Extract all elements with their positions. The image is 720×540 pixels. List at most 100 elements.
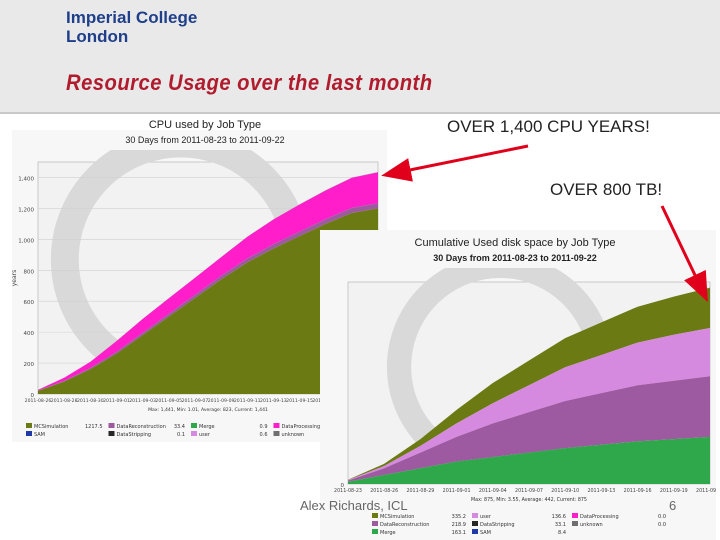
cpu-legend-value: 0.9 bbox=[260, 424, 268, 430]
cpu-legend-swatch bbox=[273, 431, 280, 436]
disk-legend-swatch bbox=[572, 513, 578, 518]
disk-x-tick-label: 2011-09-04 bbox=[479, 488, 507, 494]
cpu-x-tick-label: 2011-09-15 bbox=[286, 398, 313, 404]
disk-legend-value: 8.4 bbox=[558, 530, 566, 536]
cpu-y-tick-label: 400 bbox=[24, 331, 35, 337]
disk-legend-value: 218.9 bbox=[452, 522, 466, 528]
disk-x-tick-label: 2011-09-01 bbox=[443, 488, 471, 494]
disk-x-tick-label: 2011-09-07 bbox=[515, 488, 543, 494]
disk-legend-swatch bbox=[372, 521, 378, 526]
cpu-legend-value: 33.4 bbox=[174, 424, 185, 430]
cpu-y-tick-label: 1,400 bbox=[18, 176, 34, 182]
disk-legend-label: DataStripping bbox=[480, 522, 515, 528]
cpu-y-tick-label: 1,000 bbox=[18, 238, 34, 244]
disk-x-tick-label: 2011-09-13 bbox=[587, 488, 615, 494]
disk-chart-title: Cumulative Used disk space by Job Type bbox=[414, 237, 616, 249]
cpu-legend-label: unknown bbox=[282, 432, 305, 438]
cpu-x-tick-label: 2011-09-09 bbox=[208, 398, 235, 404]
disk-legend-swatch bbox=[472, 513, 478, 518]
cpu-legend-swatch bbox=[108, 423, 115, 428]
disk-legend-swatch bbox=[572, 521, 578, 526]
logo-line1: Imperial College bbox=[66, 8, 198, 27]
logo-line2: London bbox=[66, 27, 129, 46]
disk-legend-swatch bbox=[472, 529, 478, 534]
disk-arrow bbox=[660, 205, 708, 303]
cpu-legend-value: 1217.5 bbox=[85, 424, 103, 430]
disk-legend-value: 0.0 bbox=[658, 514, 666, 520]
cpu-legend-label: MCSimulation bbox=[34, 424, 68, 430]
cpu-x-tick-label: 2011-08-28 bbox=[51, 398, 78, 404]
cpu-y-tick-label: 200 bbox=[24, 362, 35, 368]
disk-legend-label: MCSimulation bbox=[380, 514, 414, 520]
disk-legend-value: 163.1 bbox=[452, 530, 466, 536]
disk-legend-label: Merge bbox=[380, 530, 396, 536]
cpu-legend-label: SAM bbox=[34, 432, 45, 438]
disk-area-merge bbox=[348, 436, 710, 484]
disk-legend-label: unknown bbox=[580, 522, 603, 528]
disk-area-datareconstruction bbox=[348, 376, 710, 482]
disk-legend-value: 33.1 bbox=[555, 522, 566, 528]
cpu-arrow bbox=[381, 144, 529, 182]
disk-legend-label: user bbox=[480, 514, 492, 520]
cpu-x-tick-label: 2011-08-30 bbox=[77, 398, 104, 404]
cpu-callout: OVER 1,400 CPU YEARS! bbox=[447, 117, 650, 136]
cpu-x-tick-label: 2011-09-07 bbox=[182, 398, 209, 404]
cpu-y-tick-label: 800 bbox=[24, 269, 35, 275]
disk-legend-value: 0.0 bbox=[658, 522, 666, 528]
cpu-legend-value: 0.1 bbox=[177, 432, 185, 438]
cpu-legend-swatch bbox=[191, 431, 197, 436]
cpu-x-tick-label: 2011-09-03 bbox=[129, 398, 156, 404]
cpu-y-axis-label: years bbox=[12, 270, 18, 287]
cpu-x-tick-label: 2011-09-13 bbox=[260, 398, 287, 404]
cpu-legend-label: DataReconstruction bbox=[117, 424, 166, 430]
disk-legend-label: DataProcessing bbox=[580, 514, 619, 520]
cpu-x-tick-label: 2011-08-26 bbox=[25, 398, 52, 404]
disk-legend-label: DataReconstruction bbox=[380, 522, 429, 528]
disk-area-mcsimulation bbox=[348, 287, 710, 481]
cpu-x-tick-label: 2011-09-05 bbox=[155, 398, 182, 404]
disk-callout: OVER 800 TB! bbox=[550, 180, 663, 199]
cpu-chart-title: CPU used by Job Type bbox=[148, 119, 262, 131]
disk-legend-value: 136.6 bbox=[552, 514, 566, 520]
disk-legend-label: SAM bbox=[480, 530, 491, 536]
cpu-legend-label: DataStripping bbox=[117, 432, 152, 438]
disk-x-tick-label: 2011-09-10 bbox=[551, 488, 579, 494]
cpu-legend-label: user bbox=[199, 432, 211, 438]
disk-x-tick-label: 2011-09-19 bbox=[660, 488, 688, 494]
disk-legend-swatch bbox=[372, 513, 378, 518]
cpu-legend-swatch bbox=[191, 423, 197, 428]
cpu-legend-swatch bbox=[26, 423, 32, 428]
cpu-area-dataprocessing bbox=[38, 172, 378, 391]
cpu-stats: Max: 1,441, Min: 1.01, Average: 823, Cur… bbox=[148, 407, 268, 413]
disk-y-tick-label: 0 bbox=[341, 483, 345, 489]
disk-x-tick-label: 2011-08-26 bbox=[370, 488, 398, 494]
cpu-y-tick-label: 0 bbox=[31, 393, 35, 399]
cpu-y-tick-label: 1,200 bbox=[18, 207, 34, 213]
cpu-legend-swatch bbox=[273, 423, 280, 428]
cpu-legend-label: DataProcessing bbox=[282, 424, 321, 430]
cpu-x-tick-label: 2011-09-01 bbox=[103, 398, 130, 404]
cpu-area-mcsimulation bbox=[38, 208, 378, 394]
page-number: 6 bbox=[669, 498, 677, 513]
disk-chart-subtitle: 30 Days from 2011-08-23 to 2011-09-22 bbox=[433, 253, 597, 263]
disk-legend-value: 335.2 bbox=[452, 514, 466, 520]
cpu-chart-subtitle: 30 Days from 2011-08-23 to 2011-09-22 bbox=[125, 135, 285, 145]
disk-area-user bbox=[348, 328, 710, 481]
cpu-legend-swatch bbox=[108, 431, 115, 436]
imperial-college-logo: Imperial College London bbox=[66, 8, 197, 46]
disk-legend-swatch bbox=[472, 521, 478, 526]
cpu-y-tick-label: 600 bbox=[24, 300, 35, 306]
disk-x-tick-label: 2011-09-22 bbox=[696, 488, 716, 494]
slide-header: Imperial College London Resource Usage o… bbox=[0, 0, 720, 114]
disk-x-tick-label: 2011-08-23 bbox=[334, 488, 362, 494]
disk-x-tick-label: 2011-08-29 bbox=[406, 488, 434, 494]
disk-legend-swatch bbox=[372, 529, 378, 534]
disk-stats: Max: 875, Min: 3.55, Average: 442, Curre… bbox=[471, 497, 587, 503]
disk-x-tick-label: 2011-09-16 bbox=[624, 488, 652, 494]
cpu-legend-swatch bbox=[26, 431, 32, 436]
cpu-x-tick-label: 2011-09-11 bbox=[234, 398, 261, 404]
footer-author: Alex Richards, ICL bbox=[300, 498, 408, 513]
slide-title: Resource Usage over the last month bbox=[66, 70, 433, 95]
